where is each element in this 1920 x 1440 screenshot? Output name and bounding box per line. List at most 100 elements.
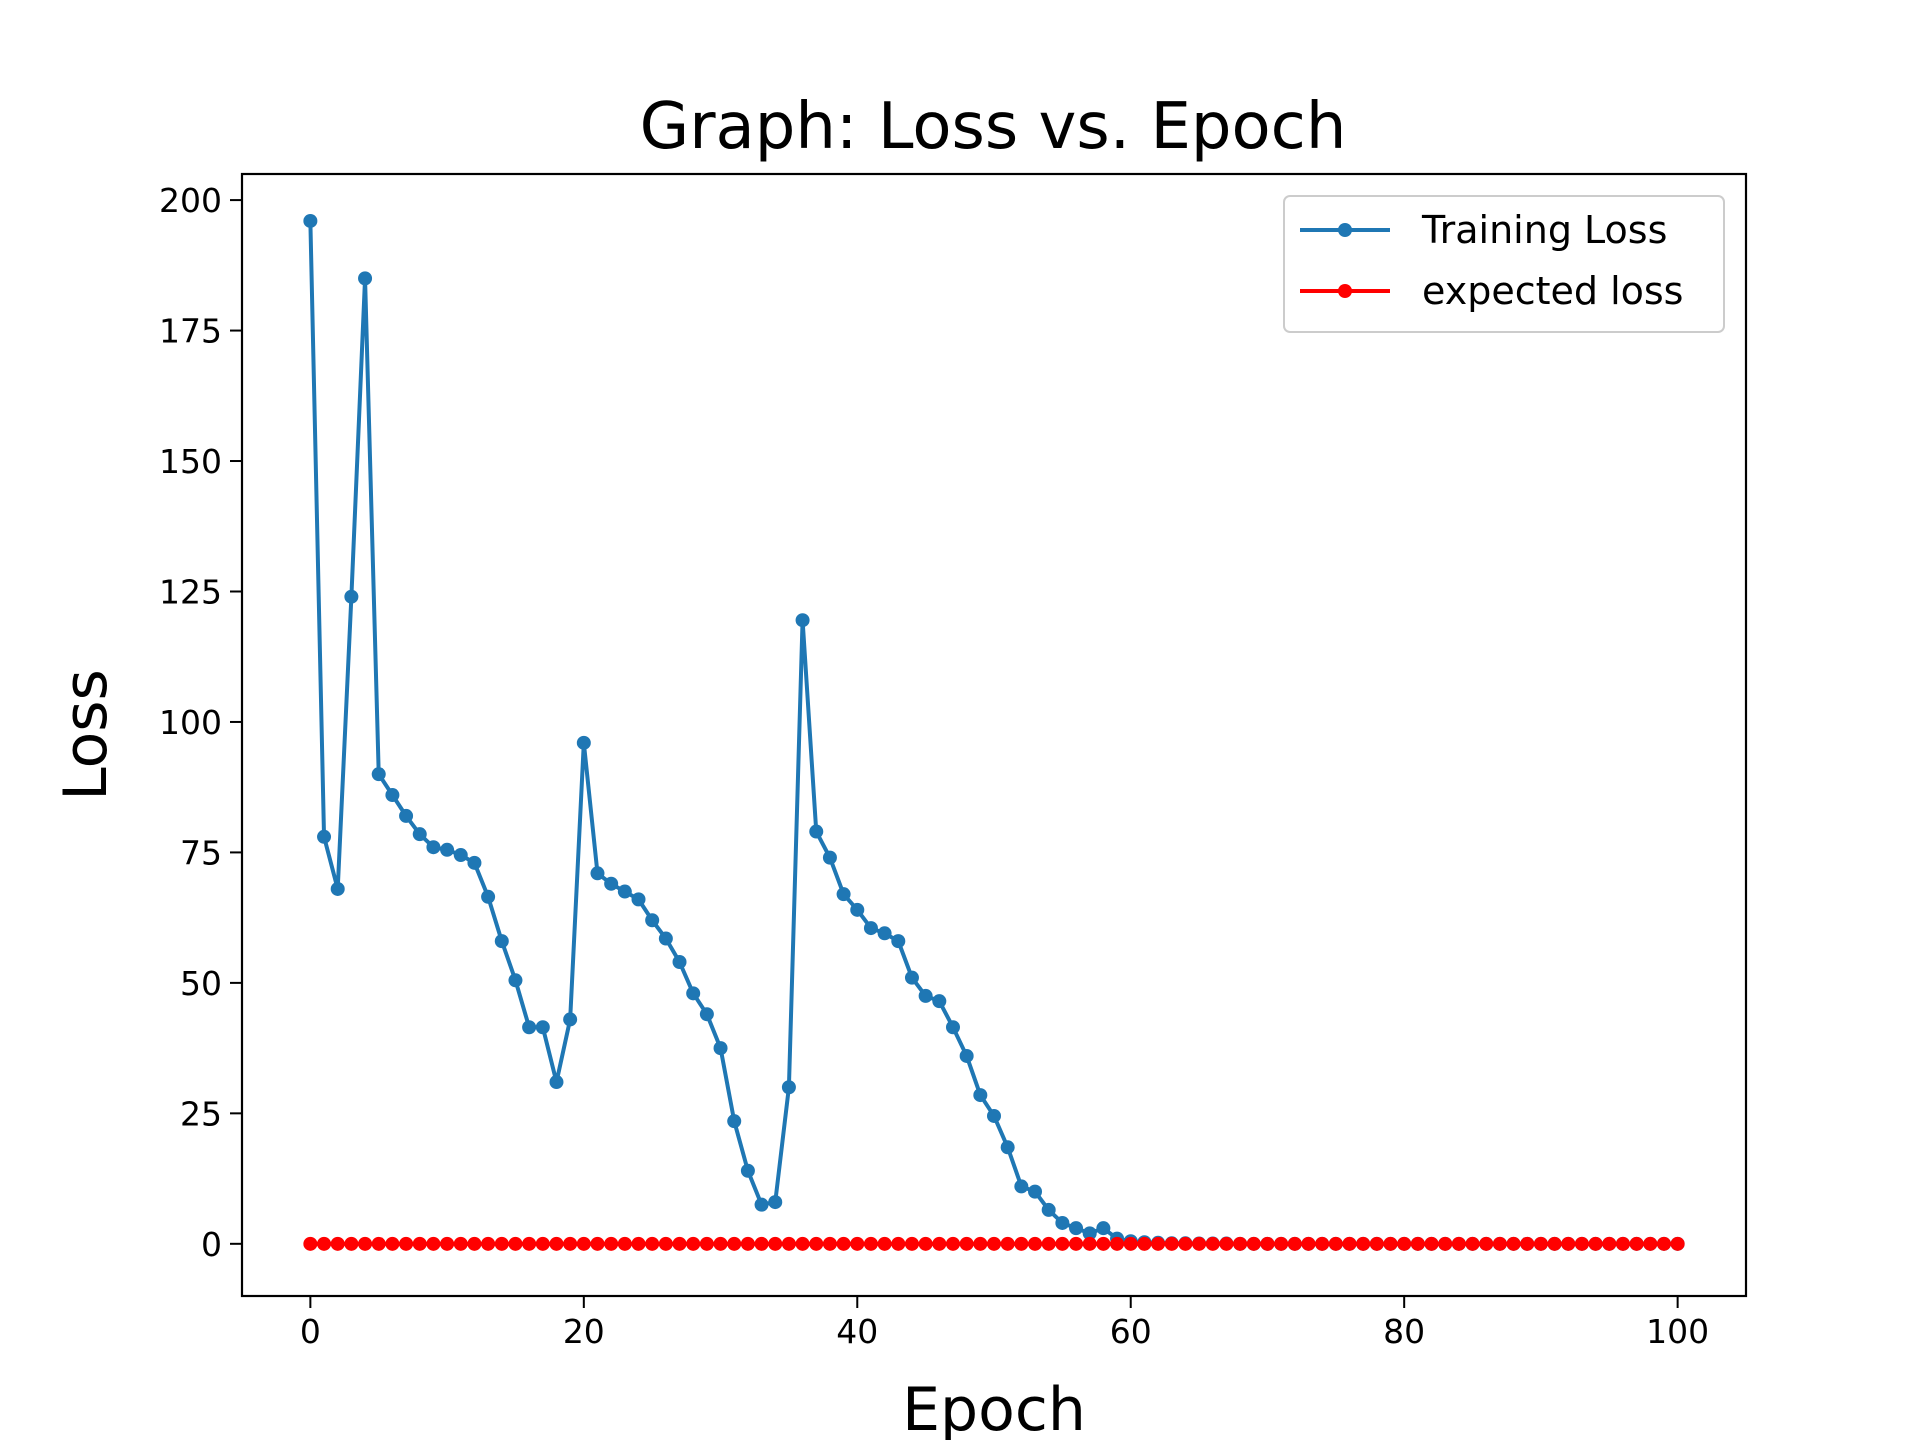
data-point xyxy=(1274,1236,1289,1251)
data-point xyxy=(1096,1221,1111,1236)
legend-label: expected loss xyxy=(1422,269,1683,313)
data-point xyxy=(467,855,482,870)
data-point xyxy=(836,887,851,902)
data-point xyxy=(645,913,660,928)
data-point xyxy=(959,1048,974,1063)
data-point xyxy=(658,931,673,946)
data-point xyxy=(1328,1236,1343,1251)
data-point xyxy=(795,1236,810,1251)
data-point xyxy=(1137,1236,1152,1251)
data-point xyxy=(1014,1236,1029,1251)
data-point xyxy=(1069,1236,1084,1251)
data-point xyxy=(631,1236,646,1251)
data-point xyxy=(987,1108,1001,1123)
data-point xyxy=(740,1236,755,1251)
data-point xyxy=(1629,1236,1644,1251)
x-tick-label: 100 xyxy=(1646,1312,1709,1351)
data-point xyxy=(467,1236,482,1251)
data-point xyxy=(877,1236,892,1251)
data-point xyxy=(1219,1236,1234,1251)
data-point xyxy=(1356,1236,1371,1251)
data-point xyxy=(645,1236,660,1251)
data-point xyxy=(508,1236,523,1251)
data-point xyxy=(330,1236,345,1251)
y-tick-label: 0 xyxy=(201,1225,222,1264)
data-point xyxy=(358,1236,373,1251)
data-point xyxy=(453,1236,468,1251)
data-point xyxy=(850,1236,865,1251)
data-point xyxy=(754,1236,769,1251)
data-point xyxy=(549,1236,564,1251)
data-point xyxy=(699,1007,714,1022)
data-point xyxy=(412,1236,427,1251)
data-point xyxy=(1506,1236,1521,1251)
x-tick-label: 40 xyxy=(836,1312,878,1351)
data-point xyxy=(1055,1215,1070,1230)
data-point xyxy=(1656,1236,1671,1251)
data-point xyxy=(1643,1236,1658,1251)
data-point xyxy=(426,840,441,855)
data-point xyxy=(713,1041,728,1056)
x-axis-ticks: 0 20 40 60 80 100 xyxy=(300,1296,1709,1351)
data-point xyxy=(754,1197,769,1212)
data-point xyxy=(563,1012,578,1027)
data-point xyxy=(781,1080,796,1095)
legend-box xyxy=(1283,195,1725,333)
data-point xyxy=(412,827,427,842)
data-point xyxy=(440,1236,455,1251)
data-point xyxy=(317,1236,332,1251)
data-point xyxy=(672,955,687,970)
data-point xyxy=(1287,1236,1302,1251)
data-point xyxy=(781,1236,796,1251)
data-point xyxy=(822,850,837,865)
data-point xyxy=(440,842,455,857)
data-point xyxy=(576,1236,591,1251)
data-point xyxy=(1602,1236,1617,1251)
data-point xyxy=(604,1236,619,1251)
plot-frame xyxy=(240,172,1748,1298)
data-point xyxy=(768,1195,783,1210)
data-point xyxy=(1451,1236,1466,1251)
data-point xyxy=(863,1236,878,1251)
y-tick-label: 150 xyxy=(159,442,222,481)
data-point xyxy=(1588,1236,1603,1251)
data-point xyxy=(1041,1202,1056,1217)
data-point xyxy=(686,986,701,1001)
x-axis-label: Epoch xyxy=(902,1375,1086,1440)
y-axis-ticks: 0 25 50 75 100 125 150 175 200 xyxy=(159,181,242,1264)
data-point xyxy=(1028,1184,1043,1199)
data-point xyxy=(850,902,865,917)
data-point xyxy=(1533,1236,1548,1251)
data-point xyxy=(1055,1236,1070,1251)
data-point xyxy=(1014,1179,1029,1194)
x-tick-label: 60 xyxy=(1110,1312,1152,1351)
data-point xyxy=(1438,1236,1453,1251)
x-tick-label: 80 xyxy=(1383,1312,1425,1351)
data-point xyxy=(1547,1236,1562,1251)
data-point xyxy=(371,1236,386,1251)
data-point xyxy=(809,1236,824,1251)
series-expected-loss xyxy=(303,1236,1685,1251)
data-point xyxy=(1492,1236,1507,1251)
data-point xyxy=(1041,1236,1056,1251)
x-tick-label: 20 xyxy=(563,1312,605,1351)
y-tick-label: 175 xyxy=(159,312,222,351)
y-axis-label: Loss xyxy=(51,669,121,801)
data-point xyxy=(1424,1236,1439,1251)
data-point xyxy=(987,1236,1001,1251)
data-point xyxy=(1000,1236,1015,1251)
data-point xyxy=(686,1236,701,1251)
data-point xyxy=(508,973,523,988)
y-tick-label: 200 xyxy=(159,181,222,220)
data-point xyxy=(945,1236,960,1251)
data-point xyxy=(863,921,878,936)
data-point xyxy=(904,970,919,985)
data-point xyxy=(1205,1236,1220,1251)
data-point xyxy=(1315,1236,1330,1251)
data-point xyxy=(522,1020,537,1035)
data-point xyxy=(1000,1140,1015,1155)
data-point xyxy=(959,1236,974,1251)
y-tick-label: 125 xyxy=(159,572,222,611)
data-point xyxy=(563,1236,578,1251)
